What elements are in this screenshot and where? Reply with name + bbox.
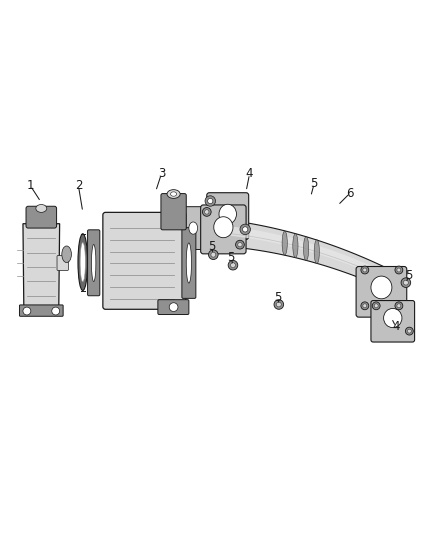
Circle shape — [23, 307, 31, 315]
Circle shape — [205, 196, 215, 206]
Ellipse shape — [62, 246, 71, 263]
Polygon shape — [230, 221, 388, 286]
FancyBboxPatch shape — [88, 230, 100, 296]
Circle shape — [211, 252, 216, 257]
FancyBboxPatch shape — [356, 266, 407, 317]
FancyBboxPatch shape — [19, 305, 63, 316]
Text: 5: 5 — [208, 240, 215, 253]
Text: 3: 3 — [158, 167, 165, 181]
Ellipse shape — [92, 245, 96, 281]
Text: 2: 2 — [74, 179, 82, 192]
Text: 5: 5 — [311, 177, 318, 190]
Circle shape — [407, 329, 411, 333]
Ellipse shape — [214, 217, 233, 238]
Ellipse shape — [167, 190, 180, 198]
Ellipse shape — [80, 243, 85, 282]
Ellipse shape — [384, 309, 402, 328]
Text: 5: 5 — [227, 251, 235, 264]
Circle shape — [401, 278, 411, 287]
FancyBboxPatch shape — [103, 212, 186, 309]
Ellipse shape — [293, 233, 298, 258]
Polygon shape — [23, 224, 60, 309]
Circle shape — [205, 210, 209, 214]
Ellipse shape — [282, 231, 287, 255]
Circle shape — [243, 227, 248, 232]
Text: 6: 6 — [346, 187, 354, 200]
Circle shape — [363, 304, 367, 308]
FancyBboxPatch shape — [182, 228, 196, 298]
Circle shape — [361, 266, 369, 274]
FancyBboxPatch shape — [201, 205, 246, 254]
Circle shape — [397, 268, 401, 272]
Circle shape — [228, 261, 238, 270]
Circle shape — [274, 300, 284, 309]
Circle shape — [208, 250, 218, 260]
Circle shape — [236, 240, 244, 249]
Circle shape — [361, 302, 369, 310]
Polygon shape — [231, 227, 386, 279]
Ellipse shape — [170, 192, 177, 196]
Ellipse shape — [219, 204, 237, 224]
Circle shape — [395, 266, 403, 274]
Text: 5: 5 — [274, 292, 282, 304]
Ellipse shape — [304, 237, 309, 261]
Circle shape — [363, 268, 367, 272]
Text: 1: 1 — [27, 179, 34, 192]
Ellipse shape — [189, 222, 198, 234]
Circle shape — [52, 307, 60, 315]
Circle shape — [240, 224, 251, 235]
Circle shape — [397, 304, 401, 308]
Ellipse shape — [186, 243, 191, 283]
Circle shape — [372, 302, 380, 310]
Text: 4: 4 — [392, 320, 399, 333]
FancyBboxPatch shape — [182, 207, 204, 249]
Circle shape — [202, 207, 211, 216]
FancyBboxPatch shape — [158, 300, 189, 314]
Ellipse shape — [314, 240, 319, 264]
FancyBboxPatch shape — [207, 193, 249, 239]
FancyBboxPatch shape — [371, 301, 415, 342]
Circle shape — [406, 327, 413, 335]
FancyBboxPatch shape — [161, 193, 186, 230]
Circle shape — [238, 243, 242, 247]
Circle shape — [208, 198, 213, 204]
Circle shape — [395, 302, 403, 310]
Circle shape — [403, 280, 408, 285]
FancyBboxPatch shape — [26, 206, 57, 228]
FancyBboxPatch shape — [57, 256, 68, 270]
Ellipse shape — [371, 276, 392, 299]
Circle shape — [276, 302, 281, 307]
Text: 4: 4 — [246, 167, 253, 181]
Circle shape — [169, 303, 178, 311]
Circle shape — [230, 263, 235, 268]
Text: 5: 5 — [405, 269, 413, 282]
Circle shape — [374, 304, 378, 308]
Ellipse shape — [78, 234, 88, 290]
Ellipse shape — [36, 205, 47, 212]
